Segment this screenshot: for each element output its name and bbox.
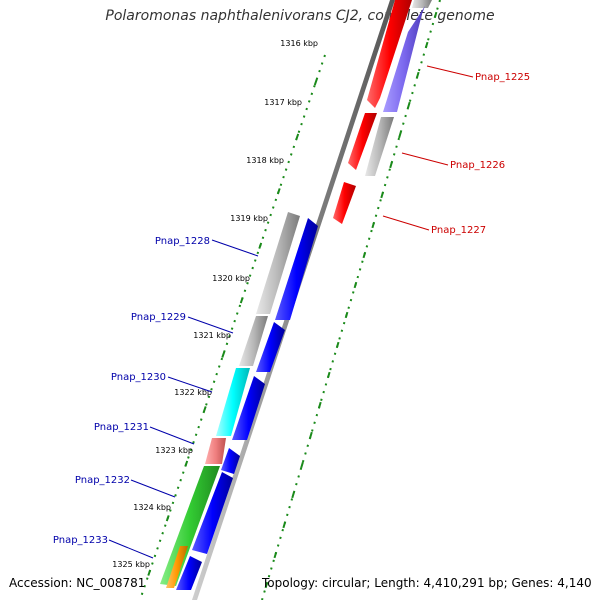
leader-line-pnap-1227	[382, 215, 430, 231]
tick-dash	[300, 461, 304, 469]
gene-feature-pnap-1229[interactable]	[256, 322, 285, 372]
gene-label-pnap-1231[interactable]: Pnap_1231	[94, 422, 149, 433]
tick-dash	[295, 133, 300, 140]
tick-dash	[276, 188, 281, 195]
tick-label-1322: 1322 kbp	[174, 388, 212, 397]
gene-label-pnap-1227[interactable]: Pnap_1227	[431, 225, 486, 236]
gene-feature-pnap-1230[interactable]	[216, 368, 250, 436]
accession-text: Accession: NC_008781	[9, 576, 146, 590]
tick-label-1321: 1321 kbp	[193, 331, 231, 340]
tick-dash	[291, 491, 295, 499]
tick-dash	[258, 242, 263, 249]
gene-feature-pnap-1225[interactable]	[367, 0, 412, 108]
gene-label-pnap-1230[interactable]: Pnap_1230	[111, 372, 166, 383]
tick-label-1324: 1324 kbp	[133, 503, 171, 512]
tick-dash	[165, 515, 170, 522]
gene-label-pnap-1228[interactable]: Pnap_1228	[155, 236, 210, 247]
leader-line-pnap-1233	[108, 539, 154, 559]
leader-line-pnap-1225	[426, 65, 474, 78]
tick-dash	[184, 460, 189, 467]
feature-grey-right[interactable]	[365, 117, 394, 176]
tick-dash	[380, 191, 384, 199]
tick-dash	[398, 131, 402, 139]
inner-tick-marks	[147, 79, 318, 576]
tick-label-1318: 1318 kbp	[246, 156, 284, 165]
gene-feature-pnap-1226[interactable]	[348, 113, 377, 170]
tick-dash	[415, 71, 420, 79]
tick-dash	[282, 521, 287, 529]
tick-dash	[353, 281, 358, 289]
gene-feature-pnap-1232-blue[interactable]	[192, 472, 233, 554]
forward-strand-features	[333, 0, 432, 224]
gene-label-pnap-1225[interactable]: Pnap_1225	[475, 72, 530, 83]
gene-feature-pnap-1231-blue[interactable]	[221, 448, 240, 474]
reverse-strand-features	[160, 212, 318, 590]
tick-dash	[407, 101, 411, 109]
gene-feature-pnap-1232[interactable]	[160, 466, 220, 586]
tick-label-1317: 1317 kbp	[264, 98, 302, 107]
tick-dash	[344, 311, 349, 319]
gene-feature-pnap-1230-blue[interactable]	[232, 376, 265, 440]
leader-line-pnap-1226	[401, 152, 449, 166]
gene-feature-pnap-1233[interactable]	[166, 546, 188, 588]
tick-label-1325: 1325 kbp	[112, 560, 150, 569]
leader-line-pnap-1230	[167, 376, 213, 393]
feature-top-right-grey	[412, 0, 432, 8]
outer-dotted-ring	[261, 0, 441, 600]
tick-dash	[313, 79, 318, 86]
gene-feature-pnap-1233-blue[interactable]	[176, 556, 202, 590]
tick-dash	[371, 221, 376, 229]
gene-feature-pnap-1231[interactable]	[205, 438, 226, 464]
tick-dash	[326, 371, 331, 379]
gene-label-pnap-1229[interactable]: Pnap_1229	[131, 312, 186, 323]
gene-feature-pnap-1229-grey[interactable]	[239, 316, 268, 366]
gene-feature-pnap-1227[interactable]	[333, 182, 356, 224]
tick-dash	[239, 297, 244, 304]
feature-purple[interactable]	[383, 6, 425, 112]
gene-label-pnap-1226[interactable]: Pnap_1226	[450, 160, 505, 171]
tick-dash	[264, 581, 269, 589]
outer-tick-marks	[264, 11, 438, 589]
leader-line-pnap-1231	[149, 426, 195, 445]
tick-dash	[221, 351, 226, 358]
tick-dash	[318, 401, 322, 409]
tick-dash	[424, 41, 429, 49]
tick-dash	[309, 431, 313, 439]
tick-dash	[335, 341, 340, 349]
tick-dash	[389, 161, 393, 169]
gene-label-pnap-1233[interactable]: Pnap_1233	[53, 535, 108, 546]
leader-line-pnap-1232	[130, 479, 176, 498]
tick-label-1319: 1319 kbp	[230, 214, 268, 223]
leader-line-pnap-1229	[187, 316, 234, 334]
kbp-tick-labels: 1316 kbp 1317 kbp 1318 kbp 1319 kbp 1320 kbp…	[112, 39, 318, 569]
tick-dash	[362, 251, 367, 259]
tick-label-1316: 1316 kbp	[280, 39, 318, 48]
gene-feature-pnap-1228-grey[interactable]	[256, 212, 300, 314]
tick-label-1323: 1323 kbp	[155, 446, 193, 455]
tick-dash	[433, 11, 438, 19]
leader-line-pnap-1228	[211, 239, 259, 257]
tick-dash	[273, 551, 278, 559]
topology-text: Topology: circular; Length: 4,410,291 bp…	[262, 576, 592, 590]
gene-label-pnap-1232[interactable]: Pnap_1232	[75, 475, 130, 486]
tick-dash	[202, 406, 207, 413]
tick-dash	[147, 569, 152, 576]
gene-labels: Pnap_1225 Pnap_1226 Pnap_1227 Pnap_1228 Pnap…	[53, 65, 530, 559]
gene-feature-pnap-1228[interactable]	[275, 218, 318, 320]
tick-label-1320: 1320 kbp	[212, 274, 250, 283]
